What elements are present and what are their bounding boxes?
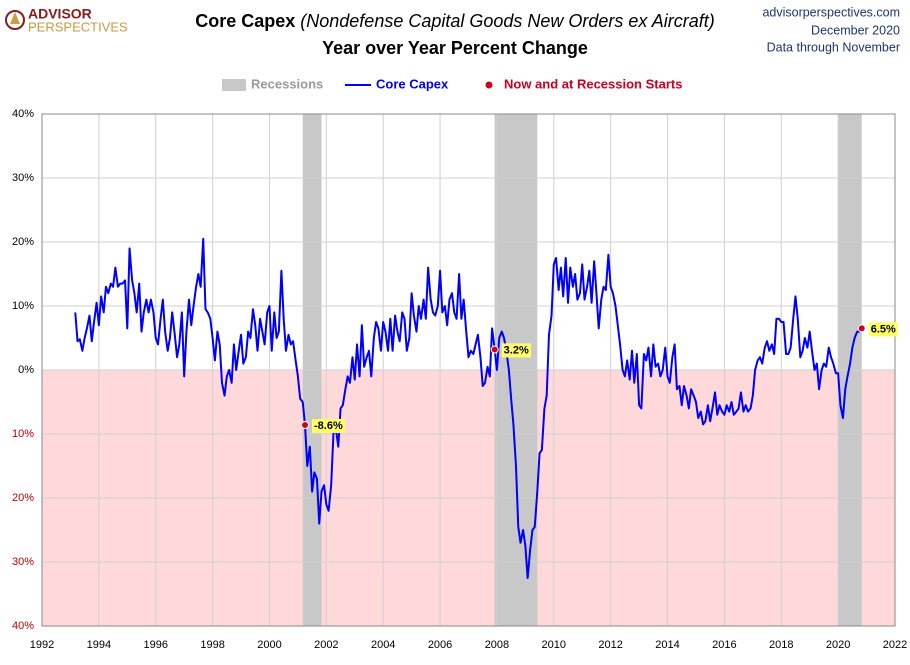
value-label-bg — [868, 322, 899, 337]
logo-icon — [5, 10, 25, 30]
y-tick-label: 30% — [12, 556, 34, 568]
y-tick-label: 10% — [12, 300, 34, 312]
value-label-group: 6.5% — [868, 322, 899, 337]
marker — [490, 345, 499, 354]
value-label-group: -8.6% — [312, 418, 345, 433]
y-tick-label: 0% — [18, 364, 34, 376]
legend-label: Now and at Recession Starts — [504, 76, 682, 91]
value-label-group: 3.2% — [501, 343, 531, 358]
y-tick-label: 40% — [12, 620, 34, 632]
source: Data through November — [767, 40, 900, 54]
legend-label: Recessions — [251, 76, 323, 91]
x-tick-label: 1996 — [143, 639, 167, 651]
value-label: 6.5% — [871, 323, 896, 335]
value-label: 3.2% — [504, 344, 529, 356]
value-label-bg — [312, 418, 345, 433]
x-tick-label: 2006 — [428, 639, 452, 651]
x-tick-label: 2016 — [712, 639, 736, 651]
y-tick-label: 20% — [12, 492, 34, 504]
x-tick-label: 1998 — [200, 639, 224, 651]
x-tick-label: 2010 — [542, 639, 566, 651]
x-tick-label: 1992 — [30, 639, 54, 651]
value-label: -8.6% — [314, 420, 343, 432]
marker — [301, 421, 310, 430]
chart-title: Core Capex (Nondefense Capital Goods New… — [195, 11, 715, 31]
legend-swatch — [485, 81, 493, 89]
logo-text: PERSPECTIVES — [28, 19, 128, 34]
x-tick-label: 2004 — [371, 639, 395, 651]
x-tick-label: 2000 — [257, 639, 281, 651]
x-tick-label: 2022 — [883, 639, 907, 651]
x-tick-label: 2014 — [655, 639, 679, 651]
legend-swatch — [222, 79, 246, 91]
title-main: Core Capex — [195, 11, 295, 31]
plot-frame — [41, 113, 896, 627]
y-tick-label: 40% — [12, 108, 34, 120]
source: December 2020 — [811, 23, 900, 37]
source: advisorperspectives.com — [762, 5, 900, 19]
x-tick-label: 2012 — [598, 639, 622, 651]
chart-subtitle: Year over Year Percent Change — [322, 38, 588, 58]
marker — [857, 324, 866, 333]
logo: ADVISOR PERSPECTIVES — [5, 6, 128, 34]
x-tick-label: 2008 — [485, 639, 509, 651]
x-tick-label: 2018 — [769, 639, 793, 651]
x-tick-label: 2002 — [314, 639, 338, 651]
y-tick-label: 20% — [12, 236, 34, 248]
legend-label: Core Capex — [376, 76, 449, 91]
logo-text: ADVISOR — [28, 6, 92, 22]
y-tick-label: 30% — [12, 172, 34, 184]
logo-icon — [10, 12, 20, 24]
x-tick-label: 1994 — [87, 639, 111, 651]
data-line — [74, 237, 863, 579]
y-tick-label: 10% — [12, 428, 34, 440]
x-tick-label: 2020 — [826, 639, 850, 651]
value-label-bg — [501, 343, 531, 358]
title-italic: (Nondefense Capital Goods New Orders ex … — [300, 11, 715, 31]
